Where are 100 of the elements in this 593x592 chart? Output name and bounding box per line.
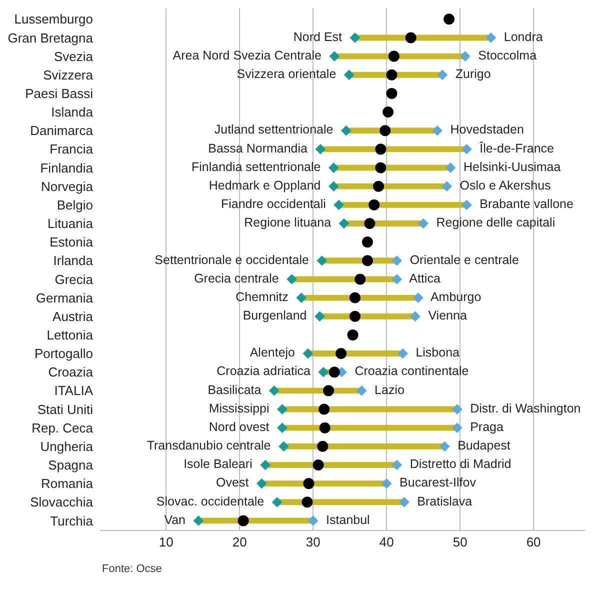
data-label: Regione delle capitali	[429, 216, 562, 230]
point	[392, 460, 402, 470]
data-label: Nord Est	[286, 30, 349, 44]
point	[418, 218, 429, 229]
point	[193, 516, 204, 526]
data-label: Istanbul	[319, 512, 377, 527]
point	[375, 162, 386, 174]
y-tick-label: Romania	[40, 476, 94, 492]
data-label: Orientale e centrale	[402, 252, 526, 267]
data-label: Croazia continentale	[348, 364, 476, 378]
y-tick-label: Islanda	[51, 104, 94, 120]
data-label: Stoccolma	[471, 48, 544, 62]
data-label: Croazia adriatica	[210, 364, 318, 378]
data-label: Londra	[496, 30, 550, 44]
point	[380, 125, 391, 136]
data-label: Van	[157, 512, 192, 527]
point	[445, 162, 456, 173]
y-tick-label: Svizzera	[43, 67, 94, 82]
data-label: Bratislava	[410, 494, 480, 508]
point	[386, 69, 398, 80]
data-label: Burgenland	[236, 308, 314, 322]
y-tick-label: Stati Uniti	[37, 402, 94, 417]
data-label: Île-de-France	[472, 141, 561, 156]
x-tick-label: 50	[452, 534, 468, 550]
data-label: Svizzera orientale	[230, 67, 344, 82]
y-tick-label: Belgio	[56, 197, 93, 212]
y-tick-label: Germania	[36, 290, 94, 306]
point	[308, 516, 318, 526]
x-tick-label: 10	[158, 534, 174, 550]
y-tick-label: ITALIA	[54, 383, 94, 398]
data-label: Distr. di Washington	[463, 401, 588, 416]
point	[334, 200, 344, 210]
y-tick-label: Norvegia	[40, 178, 94, 194]
data-label: Oslo e Akershus	[452, 178, 558, 192]
y-tick-label: Danimarca	[30, 123, 94, 138]
point	[392, 274, 402, 284]
point	[319, 422, 330, 434]
point	[388, 50, 400, 62]
point	[412, 292, 424, 303]
data-label: Isole Baleari	[176, 457, 260, 472]
data-label: Ovest	[209, 476, 256, 490]
point	[349, 292, 360, 304]
point	[296, 292, 307, 303]
x-tick-label: 40	[379, 534, 394, 550]
y-tick-label: Estonia	[50, 234, 94, 250]
data-label: Basilicata	[200, 382, 268, 397]
point	[302, 496, 313, 508]
point	[302, 348, 314, 359]
point	[375, 144, 386, 155]
data-label: Lisbona	[408, 346, 466, 360]
data-label: Chemnitz	[228, 290, 296, 304]
point	[260, 460, 271, 470]
point	[286, 274, 297, 284]
point	[354, 274, 366, 285]
point	[340, 125, 352, 136]
point	[323, 385, 334, 396]
point	[312, 459, 324, 470]
data-label: Attica	[402, 271, 448, 286]
point	[314, 311, 325, 322]
data-label: Praga	[463, 420, 510, 434]
data-label: Fiandre occidentali	[214, 197, 333, 212]
point	[442, 181, 452, 192]
y-tick-label: Gran Bretagna	[8, 30, 94, 46]
point	[347, 329, 358, 340]
point	[272, 496, 282, 508]
data-label: Grecia centrale	[187, 271, 286, 286]
data-label: Distretto di Madrid	[402, 457, 518, 472]
point	[381, 478, 392, 489]
x-tick-label: 20	[232, 534, 247, 550]
point	[277, 404, 288, 414]
data-label: Mississippi	[202, 401, 276, 416]
point	[278, 441, 289, 452]
y-tick-label: Paesi Bassi	[25, 86, 94, 101]
point	[318, 404, 330, 415]
point	[338, 218, 350, 229]
source-note: Fonte: Ocse	[102, 563, 162, 575]
point	[303, 478, 314, 490]
point	[318, 366, 329, 378]
point	[461, 200, 472, 210]
point	[329, 51, 340, 62]
point	[386, 88, 398, 99]
y-tick-label: Finlandia	[40, 160, 94, 176]
y-tick-label: Spagna	[48, 458, 94, 473]
data-label: Lazio	[368, 382, 412, 397]
data-label: Helsinki-Uusimaa	[456, 160, 568, 174]
data-label: Hedmark e Oppland	[202, 178, 328, 192]
point	[315, 144, 326, 154]
y-tick-label: Lituania	[47, 216, 94, 232]
y-tick-label: Lussemburgo	[14, 12, 93, 27]
data-label: Jutland settentrionale	[207, 122, 340, 137]
data-label: Brabante vallone	[472, 197, 580, 212]
y-tick-label: Grecia	[54, 272, 94, 287]
point	[328, 181, 339, 192]
point	[460, 51, 470, 62]
point	[317, 440, 328, 452]
point	[399, 496, 410, 508]
point	[382, 106, 394, 118]
point	[410, 311, 420, 322]
data-label: Zurigo	[448, 67, 498, 82]
data-label: Amburgo	[424, 290, 488, 304]
